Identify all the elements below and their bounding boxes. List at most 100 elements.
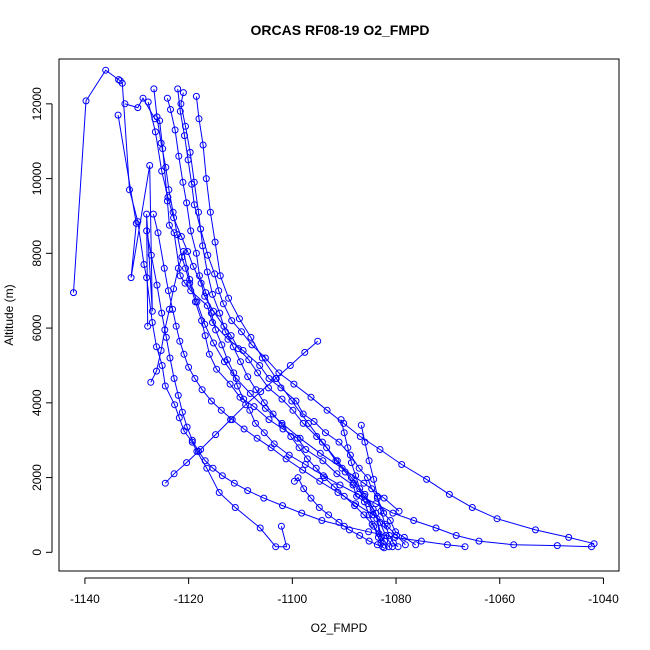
data-point xyxy=(151,128,159,136)
data-point xyxy=(235,315,243,323)
series-line xyxy=(294,476,385,549)
data-point xyxy=(380,544,388,552)
data-point xyxy=(365,537,373,545)
data-point xyxy=(220,358,228,366)
data-point xyxy=(400,533,408,541)
data-point xyxy=(216,272,224,280)
data-point xyxy=(197,446,205,453)
series-layer xyxy=(70,66,598,552)
data-point xyxy=(307,393,315,401)
data-point xyxy=(139,94,147,102)
data-point xyxy=(167,106,174,113)
data-point xyxy=(218,341,226,349)
data-point xyxy=(187,227,195,235)
data-point xyxy=(298,509,306,517)
data-point xyxy=(277,522,285,530)
series-7 xyxy=(174,85,598,548)
series-line xyxy=(195,96,382,538)
series-10 xyxy=(149,210,409,549)
data-point xyxy=(144,322,152,330)
data-point xyxy=(318,517,326,524)
data-point xyxy=(452,532,460,539)
data-point xyxy=(170,375,178,382)
series-line xyxy=(153,88,382,544)
data-point xyxy=(115,76,123,84)
data-point xyxy=(322,429,329,437)
x-tick-label: -1040 xyxy=(588,592,619,606)
data-point xyxy=(202,289,210,297)
data-point xyxy=(283,543,291,551)
data-point xyxy=(180,350,188,358)
data-point xyxy=(510,541,518,549)
data-point xyxy=(207,397,215,405)
data-point xyxy=(127,274,135,282)
data-point xyxy=(216,309,224,317)
data-point xyxy=(230,369,238,377)
data-point xyxy=(338,464,346,472)
data-point xyxy=(377,507,385,515)
x-tick-label: -1140 xyxy=(70,592,100,606)
data-point xyxy=(355,464,363,472)
data-point xyxy=(365,457,373,465)
data-point xyxy=(153,281,161,289)
data-point xyxy=(192,92,200,100)
data-point xyxy=(205,350,213,358)
data-point xyxy=(160,264,168,272)
data-point xyxy=(118,79,126,87)
data-point xyxy=(237,358,244,366)
series-11 xyxy=(143,227,469,551)
data-point xyxy=(157,139,165,147)
data-point xyxy=(376,446,384,453)
data-point xyxy=(316,449,324,457)
data-point xyxy=(175,414,183,422)
data-point xyxy=(165,186,173,194)
data-point xyxy=(313,433,321,440)
data-point xyxy=(250,403,258,411)
data-point xyxy=(228,317,236,325)
series-line xyxy=(360,425,399,548)
data-point xyxy=(148,319,156,326)
data-point xyxy=(368,485,376,493)
data-point xyxy=(265,416,273,424)
data-point xyxy=(443,541,451,549)
data-point xyxy=(227,416,235,424)
data-point xyxy=(176,272,184,280)
data-point xyxy=(195,115,203,123)
data-point xyxy=(365,511,373,519)
data-point xyxy=(144,98,152,106)
data-point xyxy=(184,248,192,255)
data-point xyxy=(360,479,368,487)
plot-frame xyxy=(58,58,620,572)
data-point xyxy=(423,475,431,483)
data-point xyxy=(225,294,233,302)
data-point xyxy=(179,178,187,186)
data-point xyxy=(395,507,403,515)
data-point xyxy=(352,500,360,508)
series-line xyxy=(147,101,393,547)
data-point xyxy=(150,85,158,93)
data-point xyxy=(231,504,239,511)
data-point xyxy=(318,438,326,446)
y-tick-label: 6000 xyxy=(30,314,44,341)
data-point xyxy=(161,382,169,390)
data-point xyxy=(181,279,189,287)
data-point xyxy=(227,332,235,340)
data-point xyxy=(374,533,382,541)
data-point xyxy=(186,148,194,156)
data-point xyxy=(352,472,360,480)
y-axis: 0 2000 4000 6000 8000 10000 12000 xyxy=(30,87,53,556)
data-point xyxy=(162,163,170,171)
data-point xyxy=(410,517,418,524)
data-point xyxy=(335,518,343,526)
data-point xyxy=(356,532,364,539)
data-point xyxy=(148,307,156,315)
data-point xyxy=(356,485,364,493)
data-point xyxy=(278,395,286,403)
data-point xyxy=(143,210,151,218)
data-point xyxy=(314,337,322,345)
data-point xyxy=(207,309,215,317)
y-tick-label: 0 xyxy=(30,549,44,556)
y-tick-label: 10000 xyxy=(30,162,44,196)
data-point xyxy=(171,401,179,409)
data-point xyxy=(177,100,185,108)
